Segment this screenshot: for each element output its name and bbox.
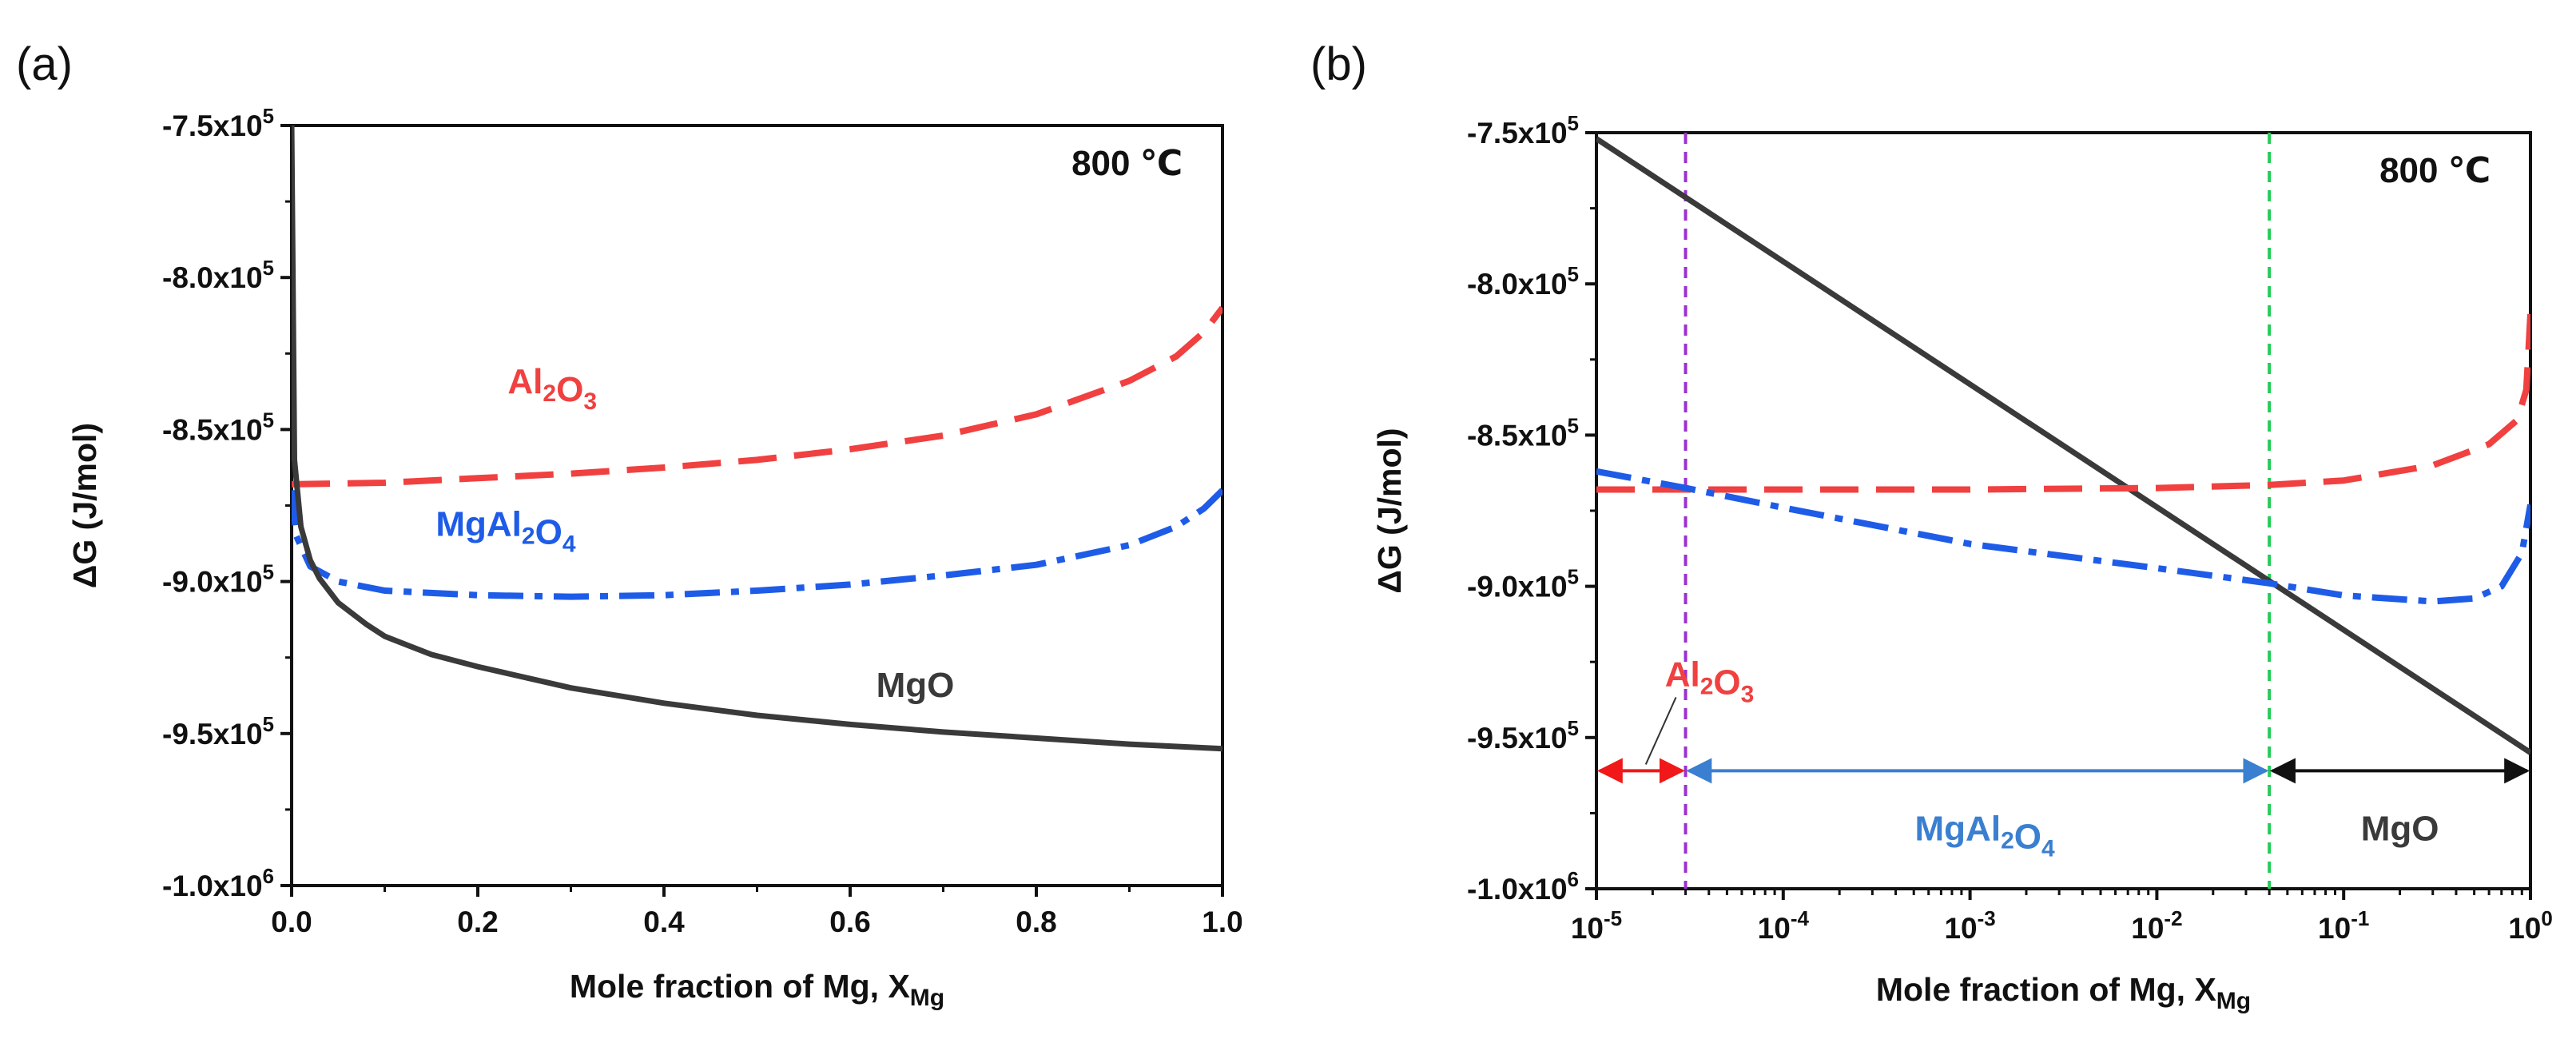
y-tick-label: -9.0x105 (1467, 565, 1579, 603)
x-tick-label: 0.2 (457, 906, 498, 938)
y-tick-label: -7.5x105 (162, 104, 274, 142)
x-axis-label: Mole fraction of Mg, XMg (570, 968, 944, 1011)
x-tick-label: 0.4 (643, 906, 685, 938)
y-tick-label: -9.0x105 (162, 560, 274, 599)
series-line-mgal2o4 (1596, 468, 2530, 605)
temperature-label: 800 ℃ (2379, 151, 2491, 190)
plot-frame (290, 124, 1224, 887)
leader-line (1644, 697, 1677, 765)
range-label-mgal2o4: MgAl2O4 (1915, 809, 2055, 862)
series-line-al2o3 (292, 305, 1222, 488)
y-tick-label: -7.5x105 (1467, 111, 1579, 149)
x-tick-label: 0.6 (829, 906, 870, 938)
y-tick-label: -8.0x105 (1467, 262, 1579, 301)
x-tick-label: 0.0 (271, 906, 312, 938)
x-tick-label: 10-3 (1944, 906, 1995, 945)
temperature-label: 800 ℃ (1071, 144, 1183, 183)
x-tick-label: 0.8 (1016, 906, 1056, 938)
y-tick-label: -1.0x106 (162, 864, 274, 902)
series-label-al2o3: Al2O3 (507, 362, 597, 415)
y-tick-label: -9.5x105 (162, 712, 274, 750)
y-axis-label: ΔG (J/mol) (66, 423, 103, 588)
range-label-al2o3: Al2O3 (1665, 655, 1755, 707)
x-tick-label: 10-1 (2318, 906, 2369, 945)
x-tick-label: 10-5 (1571, 906, 1622, 945)
series-label-mgo: MgO (877, 666, 955, 705)
series-line-mgo (1596, 136, 2530, 755)
x-tick-label: 1.0 (1202, 906, 1242, 938)
series-line-mgo (292, 125, 1222, 752)
x-tick-label: 10-2 (2131, 906, 2182, 945)
y-tick-label: -8.5x105 (1467, 413, 1579, 452)
y-axis-label: ΔG (J/mol) (1371, 428, 1408, 593)
panel-letter: (b) (1310, 38, 1367, 90)
y-tick-label: -9.5x105 (1467, 716, 1579, 754)
chart-panel-b: (b) -7.5x105 -8.0x105 -8.5x105 -9.0x105 -9.5x… (1310, 38, 2553, 1014)
range-label-mgo: MgO (2361, 809, 2439, 848)
chart-panel-a: (a) -7.5x105 -8.0x105 -8.5x105 -9.0x105 -9.5x… (16, 38, 1243, 1011)
series-line-mgal2o4 (292, 488, 1222, 600)
x-axis-label: Mole fraction of Mg, XMg (1876, 971, 2251, 1014)
y-tick-label: -1.0x106 (1467, 867, 1579, 906)
y-tick-label: -8.0x105 (162, 256, 274, 294)
plot-frame (1595, 131, 2532, 890)
series-label-mgal2o4: MgAl2O4 (435, 505, 575, 558)
y-tick-label: -8.5x105 (162, 408, 274, 446)
x-tick-label: 100 (2508, 906, 2553, 945)
panel-letter: (a) (16, 38, 73, 90)
x-tick-label: 10-4 (1758, 906, 1810, 945)
series-line-al2o3 (1596, 313, 2530, 493)
